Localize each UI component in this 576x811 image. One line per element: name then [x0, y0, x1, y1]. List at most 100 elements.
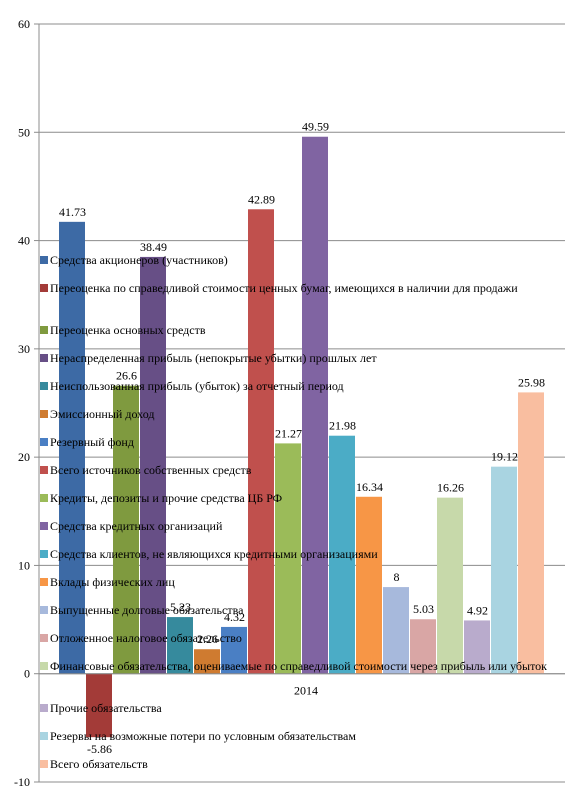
legend-item: Отложенное налоговое обязательство: [40, 631, 565, 645]
legend-label: Переоценка по справедливой стоимости цен…: [50, 281, 518, 295]
legend-label: Финансовые обязательства, оцениваемые по…: [50, 659, 548, 673]
legend-swatch: [40, 494, 48, 502]
data-label: 21.98: [329, 419, 356, 433]
legend-label: Всего источников собственных средств: [50, 463, 252, 477]
bar: [491, 466, 517, 674]
x-tick-label: 2014: [294, 684, 318, 698]
legend-label: Эмиссионный доход: [50, 407, 155, 421]
legend-label: Резервный фонд: [50, 435, 134, 449]
bar: [518, 392, 544, 674]
legend-label: Нераспределенная прибыль (непокрытые убы…: [50, 351, 377, 365]
legend-label: Всего обязательств: [50, 757, 148, 771]
legend-item: Вклады физических лиц: [40, 575, 565, 589]
legend-swatch: [40, 606, 48, 614]
bar: [194, 649, 220, 674]
legend-item: Кредиты, депозиты и прочие средства ЦБ Р…: [40, 491, 565, 505]
legend-label: Отложенное налоговое обязательство: [50, 631, 242, 645]
legend-swatch: [40, 732, 48, 740]
bar: [140, 256, 166, 674]
data-label: 5.03: [413, 602, 434, 616]
data-label: 4.92: [467, 603, 488, 617]
y-tick-label: 50: [18, 125, 30, 139]
y-tick-label: 60: [18, 17, 30, 31]
legend-label: Кредиты, депозиты и прочие средства ЦБ Р…: [50, 491, 283, 505]
data-label: 25.98: [518, 375, 545, 389]
data-label: 16.26: [437, 481, 464, 495]
data-label: 5.23: [170, 600, 191, 614]
data-label: 41.73: [59, 205, 86, 219]
bar: [248, 209, 274, 674]
data-label: 49.59: [302, 120, 329, 134]
legend-item: Прочие обязательства: [40, 701, 565, 715]
legend-label: Средства клиентов, не являющихся кредитн…: [50, 547, 378, 561]
legend-swatch: [40, 382, 48, 390]
legend-swatch: [40, 578, 48, 586]
bar: [275, 443, 301, 674]
y-tick-label: 30: [18, 342, 30, 356]
legend-item: Резервный фонд: [40, 435, 565, 449]
data-label: -5.86: [87, 742, 112, 756]
legend-item: Переоценка основных средств: [40, 323, 565, 337]
bar: [329, 435, 355, 674]
y-tick-label: -10: [14, 775, 30, 789]
bar: [113, 385, 139, 674]
legend-label: Резервы на возможные потери по условным …: [50, 729, 356, 743]
data-label: 4.32: [224, 610, 245, 624]
y-tick-label: 0: [24, 667, 30, 681]
bar: [86, 673, 112, 738]
bar: [410, 619, 436, 674]
y-tick-label: 20: [18, 450, 30, 464]
data-label: 19.12: [491, 450, 518, 464]
legend-swatch: [40, 760, 48, 768]
data-label: 38.49: [140, 240, 167, 254]
data-label: 42.89: [248, 192, 275, 206]
legend-label: Средства кредитных организаций: [50, 519, 223, 533]
legend-label: Неиспользованная прибыль (убыток) за отч…: [50, 379, 344, 393]
legend-swatch: [40, 550, 48, 558]
legend-swatch: [40, 326, 48, 334]
legend-item: Средства кредитных организаций: [40, 519, 565, 533]
legend-item: Финансовые обязательства, оцениваемые по…: [40, 659, 565, 673]
legend-swatch: [40, 634, 48, 642]
legend-label: Средства акционеров (участников): [50, 253, 228, 267]
legend-swatch: [40, 704, 48, 712]
legend-swatch: [40, 438, 48, 446]
legend-label: Переоценка основных средств: [50, 323, 206, 337]
bar: [356, 496, 382, 674]
legend-swatch: [40, 466, 48, 474]
data-label: 21.27: [275, 426, 302, 440]
bar: [302, 136, 328, 674]
legend-item: Средства акционеров (участников): [40, 253, 565, 267]
legend-item: Неиспользованная прибыль (убыток) за отч…: [40, 379, 565, 393]
bar: [437, 497, 463, 674]
legend-item: Нераспределенная прибыль (непокрытые убы…: [40, 351, 565, 365]
bar: [383, 587, 409, 674]
legend-item: Средства клиентов, не являющихся кредитн…: [40, 547, 565, 561]
data-label: 26.6: [116, 369, 137, 383]
legend-swatch: [40, 256, 48, 264]
bar: [59, 221, 85, 674]
y-tick-label: 10: [18, 558, 30, 572]
legend-label: Выпущенные долговые обязательства: [50, 603, 244, 617]
legend-item: Всего обязательств: [40, 757, 565, 771]
legend-item: Всего источников собственных средств: [40, 463, 565, 477]
legend-swatch: [40, 662, 48, 670]
bar: [167, 617, 193, 674]
y-tick-label: 40: [18, 234, 30, 248]
data-label: 16.34: [356, 480, 383, 494]
legend-label: Вклады физических лиц: [50, 575, 175, 589]
legend-swatch: [40, 354, 48, 362]
data-label: 2.26: [197, 632, 218, 646]
legend-swatch: [40, 410, 48, 418]
bar: [221, 626, 247, 674]
legend-item: Выпущенные долговые обязательства: [40, 603, 565, 617]
legend-item: Эмиссионный доход: [40, 407, 565, 421]
legend-item: Переоценка по справедливой стоимости цен…: [40, 281, 565, 295]
data-label: 8: [394, 570, 400, 584]
bar: [464, 620, 490, 674]
legend-item: Резервы на возможные потери по условным …: [40, 729, 565, 743]
legend-label: Прочие обязательства: [50, 701, 162, 715]
legend-swatch: [40, 522, 48, 530]
legend-swatch: [40, 284, 48, 292]
